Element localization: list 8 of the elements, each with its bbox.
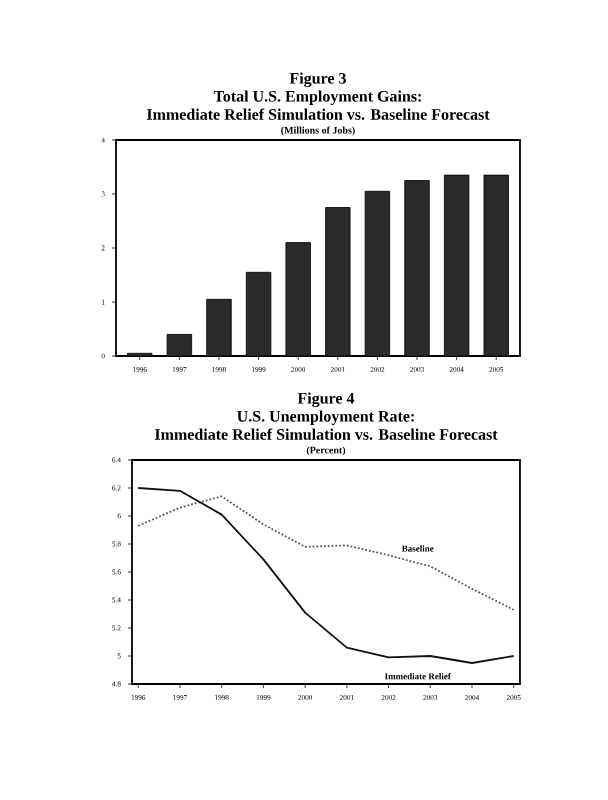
line-series — [137, 487, 515, 664]
line-series — [137, 495, 515, 611]
text: Immediate Relief Simulation vs. Baseline Forecast — [154, 428, 498, 440]
chart-title: Figure 3 — [289, 72, 346, 88]
chart-subtitle: Total U.S. Employment Gains: — [213, 90, 421, 105]
text: Immediate Relief Simulation vs. Baseline Forecast — [146, 108, 490, 120]
chart-title: Figure 4 — [297, 392, 355, 408]
chart-subtitle: U.S. Unemployment Rate: — [237, 410, 414, 425]
